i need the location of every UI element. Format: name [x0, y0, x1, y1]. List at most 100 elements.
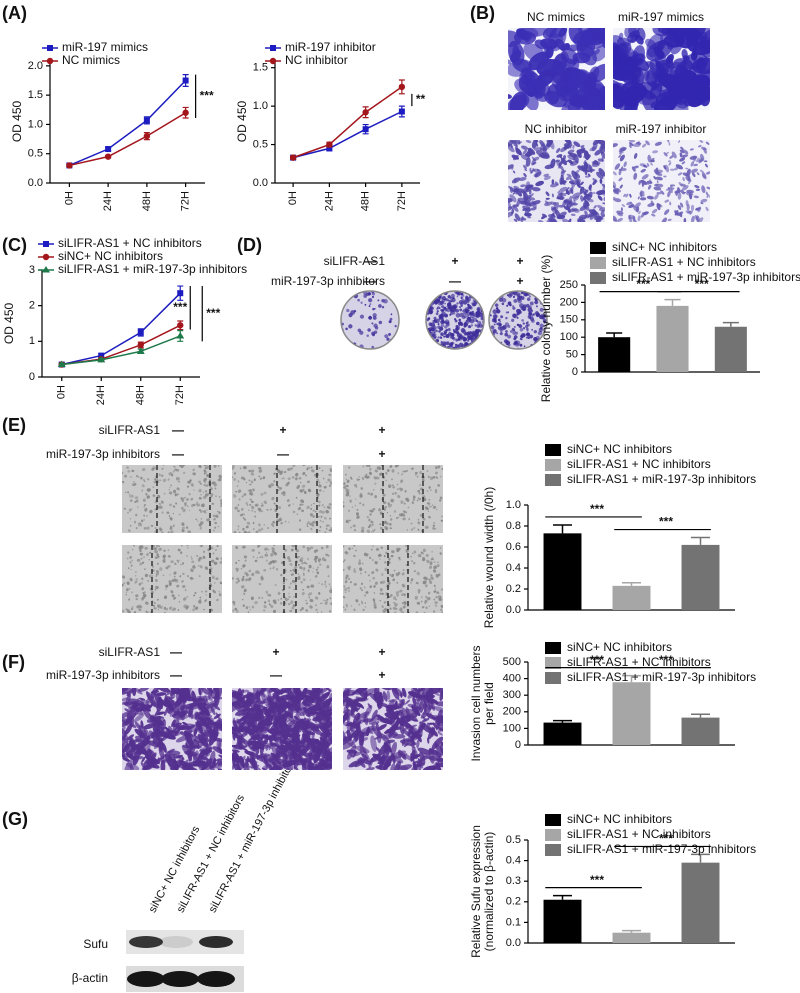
photo [230, 463, 333, 535]
y-tick-label: 0 [515, 739, 521, 751]
condition-sign: + [451, 254, 458, 268]
y-tick-label: 0 [29, 371, 35, 383]
condition-sign: + [272, 645, 279, 659]
cell [441, 611, 444, 614]
cell [179, 757, 182, 764]
cell [499, 323, 502, 326]
y-tick-label: 0.8 [506, 520, 521, 532]
marker [176, 332, 184, 339]
legend-label: siLIFR-AS1 + NC inhibitors [58, 236, 202, 250]
y-tick-label: 250 [560, 279, 578, 291]
condition-sign: + [516, 274, 523, 288]
cell [488, 344, 492, 348]
cell [479, 296, 482, 299]
cell [479, 297, 484, 302]
condition-sign: + [378, 668, 385, 682]
cell [430, 290, 433, 293]
legend-label: siNC+ NC inhibitors [567, 812, 672, 826]
cell [276, 745, 289, 750]
legend-swatch [545, 459, 561, 471]
y-tick-label: 1.0 [253, 100, 268, 112]
cell [435, 345, 441, 351]
photo [226, 681, 338, 778]
sig-label: *** [695, 277, 709, 291]
cell [161, 468, 163, 470]
cell [487, 304, 491, 308]
y-tick-label: 0.2 [506, 896, 521, 908]
y-tick-label: 200 [503, 706, 521, 718]
cell [424, 297, 428, 301]
bar [598, 337, 630, 372]
y-tick-label: 0.0 [253, 177, 268, 189]
y-axis-label: OD 450 [10, 100, 24, 142]
error-bar [553, 721, 572, 723]
cell [483, 345, 485, 347]
legend-label: siLIFR-AS1 + miR-197-3p inhibitors [58, 262, 247, 276]
cell [491, 343, 495, 347]
condition-label: miR-197-3p inhibitors [46, 447, 160, 461]
condition-sign: + [378, 645, 385, 659]
y-tick-label: 0.1 [506, 916, 521, 928]
y-tick-label: 3 [29, 264, 35, 276]
y-tick-label: 1 [29, 335, 35, 347]
photo [424, 288, 486, 352]
condition-sign: + [378, 423, 385, 437]
bar [656, 306, 688, 372]
photo [494, 17, 616, 123]
cell [473, 293, 477, 297]
legend-label: miR-197 inhibitor [285, 40, 376, 54]
cell [481, 334, 485, 338]
band [129, 936, 163, 948]
line [62, 293, 181, 364]
bar [613, 682, 651, 745]
y-tick-label: 150 [560, 314, 578, 326]
line [293, 87, 402, 158]
photo [120, 463, 224, 534]
cell [389, 346, 393, 350]
legend-marker [43, 254, 49, 260]
band-label: β-actin [72, 971, 108, 985]
photo [342, 543, 445, 614]
cell [493, 346, 497, 350]
bar [682, 545, 720, 610]
cell [395, 346, 399, 350]
x-tick-label: 72H [174, 385, 186, 405]
photo [609, 138, 711, 225]
condition-sign: + [516, 254, 523, 268]
image-label: miR-197 mimics [618, 10, 704, 24]
x-tick-label: 24H [323, 191, 335, 211]
cell [385, 705, 399, 710]
sig-label: ** [416, 92, 426, 106]
y-tick-label: 0.0 [506, 604, 521, 616]
cell [427, 294, 430, 297]
y-tick-label: 0.5 [28, 148, 43, 160]
cell [344, 345, 347, 348]
cell [432, 292, 435, 295]
condition-label: siLIFR-AS1 [99, 423, 161, 437]
legend-label: siNC+ NC inhibitors [58, 249, 163, 263]
cell [398, 347, 400, 349]
legend-label: siLIFR-AS1 + miR-197-3p inhibitors [567, 472, 756, 486]
legend-label: siLIFR-AS1 + NC inhibitors [567, 457, 711, 471]
legend-swatch [545, 829, 561, 841]
y-tick-label: 0.0 [506, 937, 521, 949]
error-bar [691, 714, 710, 717]
cell [363, 294, 367, 298]
error-bar [664, 300, 680, 306]
cell [428, 339, 433, 344]
condition-sign: + [378, 447, 385, 461]
x-tick-label: 0H [56, 385, 68, 399]
error-bar [606, 333, 622, 337]
sig-label: *** [659, 832, 673, 846]
marker [144, 133, 150, 139]
sig-label: *** [590, 873, 604, 887]
marker [363, 126, 369, 132]
sig-label: *** [659, 515, 673, 529]
panel-label: (G) [2, 809, 28, 829]
image-label: miR-197 inhibitor [616, 122, 707, 136]
cell [393, 602, 395, 604]
y-tick-label: 100 [560, 331, 578, 343]
y-tick-label: 0.2 [506, 583, 521, 595]
band [199, 936, 233, 948]
y-tick-label: 2 [29, 300, 35, 312]
